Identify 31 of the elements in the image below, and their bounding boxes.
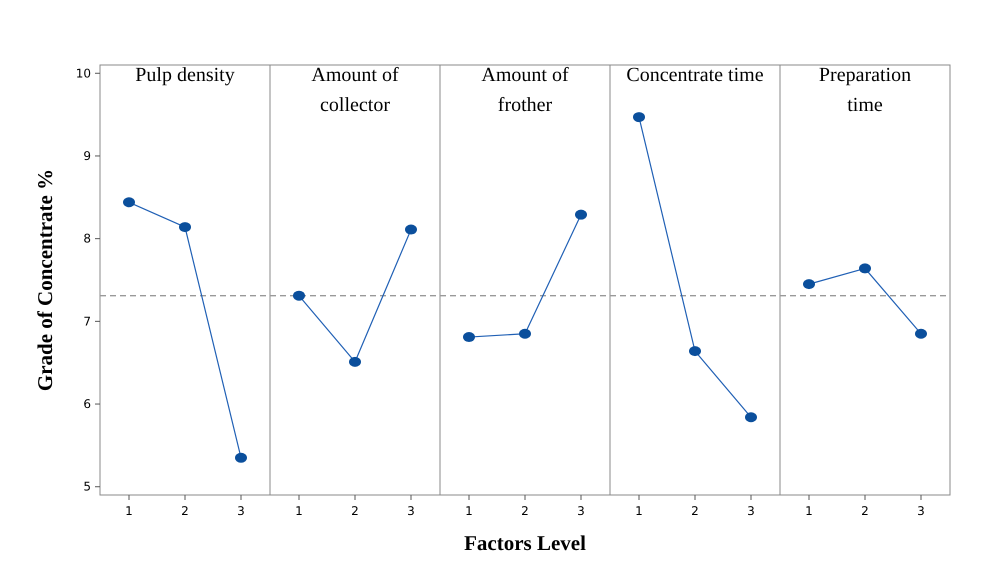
x-tick-label: 2 [861, 504, 869, 518]
x-tick-label: 1 [805, 504, 813, 518]
point [179, 222, 191, 232]
x-tick-label: 1 [295, 504, 303, 518]
y-tick-label: 7 [83, 314, 91, 328]
x-tick-label: 3 [407, 504, 415, 518]
y-tick-label: 10 [76, 66, 91, 80]
x-tick-label: 3 [917, 504, 925, 518]
y-tick-label: 8 [83, 232, 91, 246]
x-tick-label: 3 [237, 504, 245, 518]
y-axis-title: Grade of Concentrate % [33, 168, 57, 392]
chart-title: Concentrate time [626, 64, 764, 86]
y-tick-label: 9 [83, 148, 91, 163]
x-tick-label: 2 [691, 504, 699, 518]
x-tick-label: 2 [351, 504, 359, 518]
x-tick-label: 1 [635, 504, 643, 518]
text: Amount of collector [311, 64, 399, 116]
y-tick-label: 6 [83, 397, 91, 412]
x-tick-label: 2 [181, 504, 189, 518]
text: Preparation time [818, 64, 912, 116]
x-tick-label: 2 [521, 504, 529, 518]
chart-title: Pulp density [135, 64, 235, 86]
y-tick-label: 5 [83, 480, 91, 494]
text: Amount of frother [481, 64, 569, 116]
point [235, 452, 247, 463]
x-tick-label: 3 [577, 504, 585, 518]
x-tick-label: 3 [747, 504, 755, 518]
point [123, 197, 135, 208]
x-axis-title: Factors Level [464, 531, 586, 555]
x-tick-label: 1 [125, 504, 133, 518]
x-tick-label: 1 [465, 504, 473, 518]
